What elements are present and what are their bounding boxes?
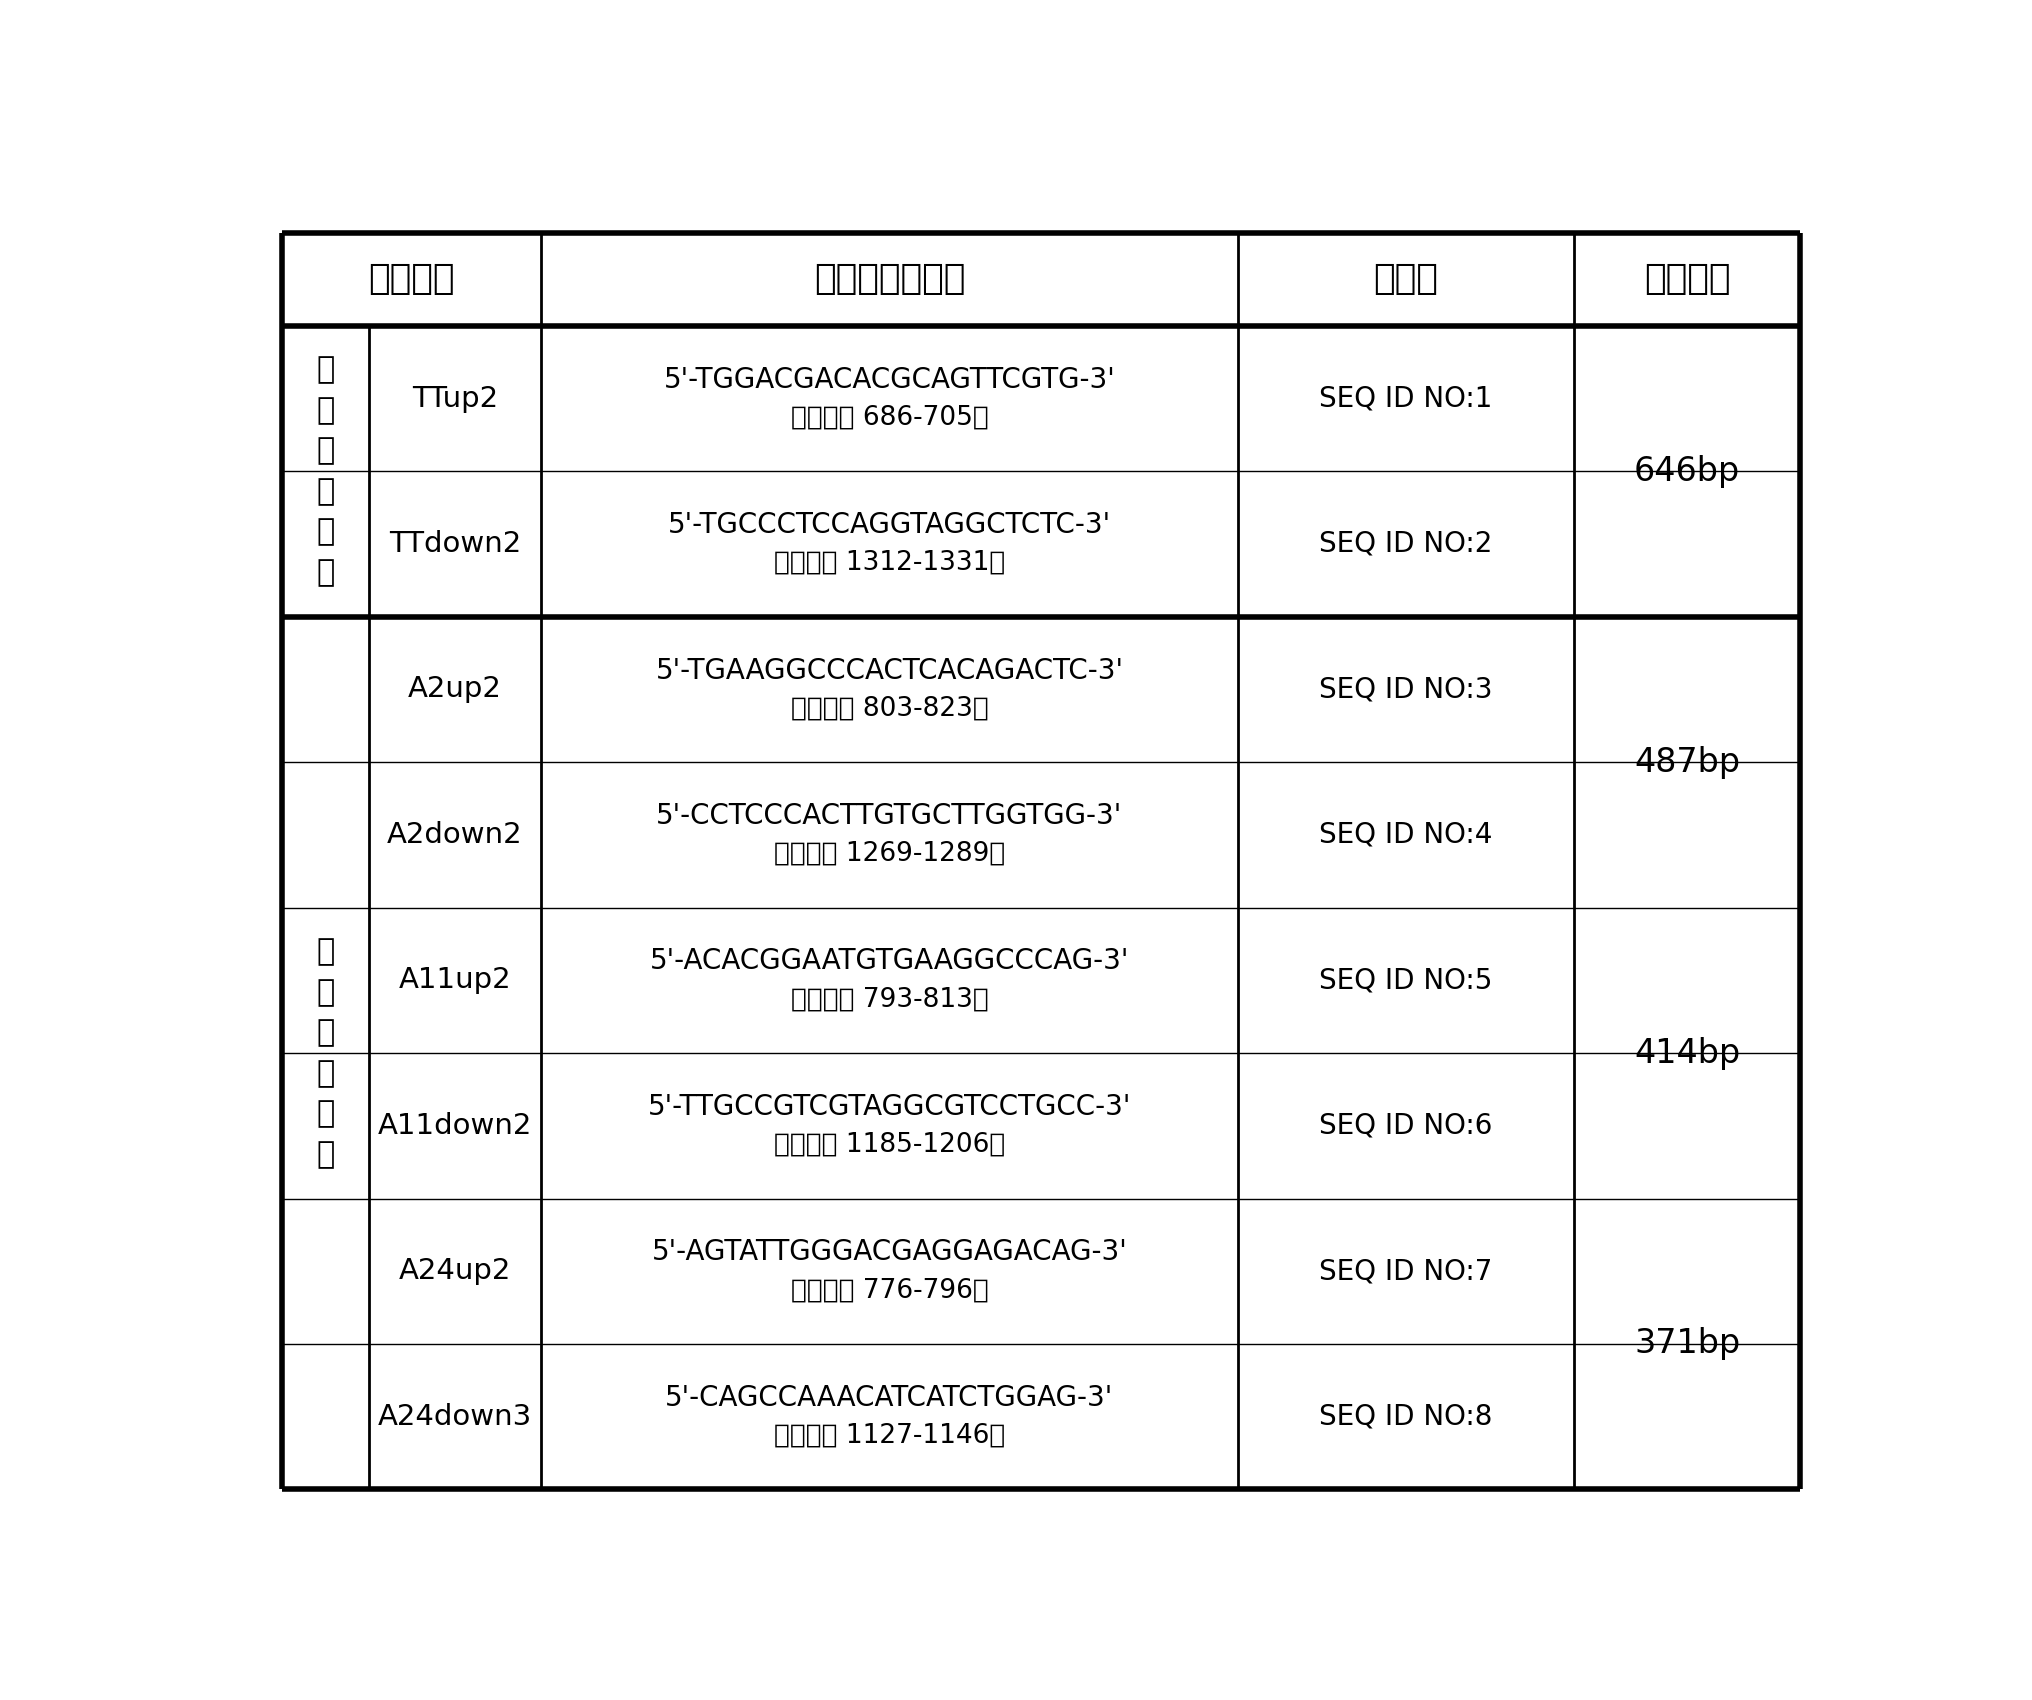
Text: SEQ ID NO:7: SEQ ID NO:7 xyxy=(1319,1258,1494,1285)
Text: SEQ ID NO:3: SEQ ID NO:3 xyxy=(1319,675,1494,704)
Text: 第
二
轮
内
引
物: 第 二 轮 内 引 物 xyxy=(317,937,335,1170)
Text: SEQ ID NO:1: SEQ ID NO:1 xyxy=(1319,384,1494,413)
Text: TTup2: TTup2 xyxy=(412,384,498,413)
Text: 646bp: 646bp xyxy=(1634,454,1739,488)
Text: 5'-TGAAGGCCCACTCACAGACTC-3': 5'-TGAAGGCCCACTCACAGACTC-3' xyxy=(656,656,1124,685)
Text: A11up2: A11up2 xyxy=(398,966,512,994)
Text: 414bp: 414bp xyxy=(1634,1037,1739,1069)
Text: （核苷酸 776-796）: （核苷酸 776-796） xyxy=(790,1277,988,1304)
Text: 371bp: 371bp xyxy=(1634,1328,1739,1360)
Text: A2down2: A2down2 xyxy=(386,821,522,848)
Text: 序列号: 序列号 xyxy=(1374,262,1439,296)
Text: TTdown2: TTdown2 xyxy=(388,530,520,558)
Text: 第
一
轮
外
引
物: 第 一 轮 外 引 物 xyxy=(317,355,335,586)
Text: A2up2: A2up2 xyxy=(408,675,502,704)
Text: A24up2: A24up2 xyxy=(398,1258,510,1285)
Text: SEQ ID NO:4: SEQ ID NO:4 xyxy=(1319,821,1494,848)
Text: （核苷酸 803-823）: （核苷酸 803-823） xyxy=(790,695,988,721)
Text: SEQ ID NO:8: SEQ ID NO:8 xyxy=(1319,1402,1494,1431)
Text: 487bp: 487bp xyxy=(1634,746,1739,779)
Text: SEQ ID NO:6: SEQ ID NO:6 xyxy=(1319,1112,1494,1139)
Text: A24down3: A24down3 xyxy=(378,1402,532,1431)
Text: 引物名称: 引物名称 xyxy=(368,262,455,296)
Text: 5'-CAGCCAAACATCATCTGGAG-3': 5'-CAGCCAAACATCATCTGGAG-3' xyxy=(664,1384,1114,1411)
Text: 引物序列及位置: 引物序列及位置 xyxy=(813,262,965,296)
Text: （核苷酸 1127-1146）: （核苷酸 1127-1146） xyxy=(774,1423,1006,1448)
Text: 产物大小: 产物大小 xyxy=(1644,262,1731,296)
Text: SEQ ID NO:2: SEQ ID NO:2 xyxy=(1319,530,1494,558)
Text: 5'-CCTCCCACTTGTGCTTGGTGG-3': 5'-CCTCCCACTTGTGCTTGGTGG-3' xyxy=(656,802,1122,830)
Text: （核苷酸 1185-1206）: （核苷酸 1185-1206） xyxy=(774,1132,1006,1158)
Text: A11down2: A11down2 xyxy=(378,1112,532,1139)
Text: SEQ ID NO:5: SEQ ID NO:5 xyxy=(1319,966,1494,994)
Text: （核苷酸 686-705）: （核苷酸 686-705） xyxy=(790,405,988,430)
Text: 5'-ACACGGAATGTGAAGGCCCAG-3': 5'-ACACGGAATGTGAAGGCCCAG-3' xyxy=(650,947,1130,976)
Text: 5'-TTGCCGTCGTAGGCGTCCTGCC-3': 5'-TTGCCGTCGTAGGCGTCCTGCC-3' xyxy=(648,1093,1132,1120)
Text: 5'-TGGACGACACGCAGTTCGTG-3': 5'-TGGACGACACGCAGTTCGTG-3' xyxy=(664,366,1116,394)
Text: （核苷酸 1312-1331）: （核苷酸 1312-1331） xyxy=(774,549,1006,576)
Text: （核苷酸 1269-1289）: （核苷酸 1269-1289） xyxy=(774,842,1006,867)
Text: 5'-TGCCCTCCAGGTAGGCTCTC-3': 5'-TGCCCTCCAGGTAGGCTCTC-3' xyxy=(669,512,1112,539)
Text: （核苷酸 793-813）: （核苷酸 793-813） xyxy=(790,986,988,1011)
Text: 5'-AGTATTGGGACGAGGAGACAG-3': 5'-AGTATTGGGACGAGGAGACAG-3' xyxy=(652,1238,1128,1266)
